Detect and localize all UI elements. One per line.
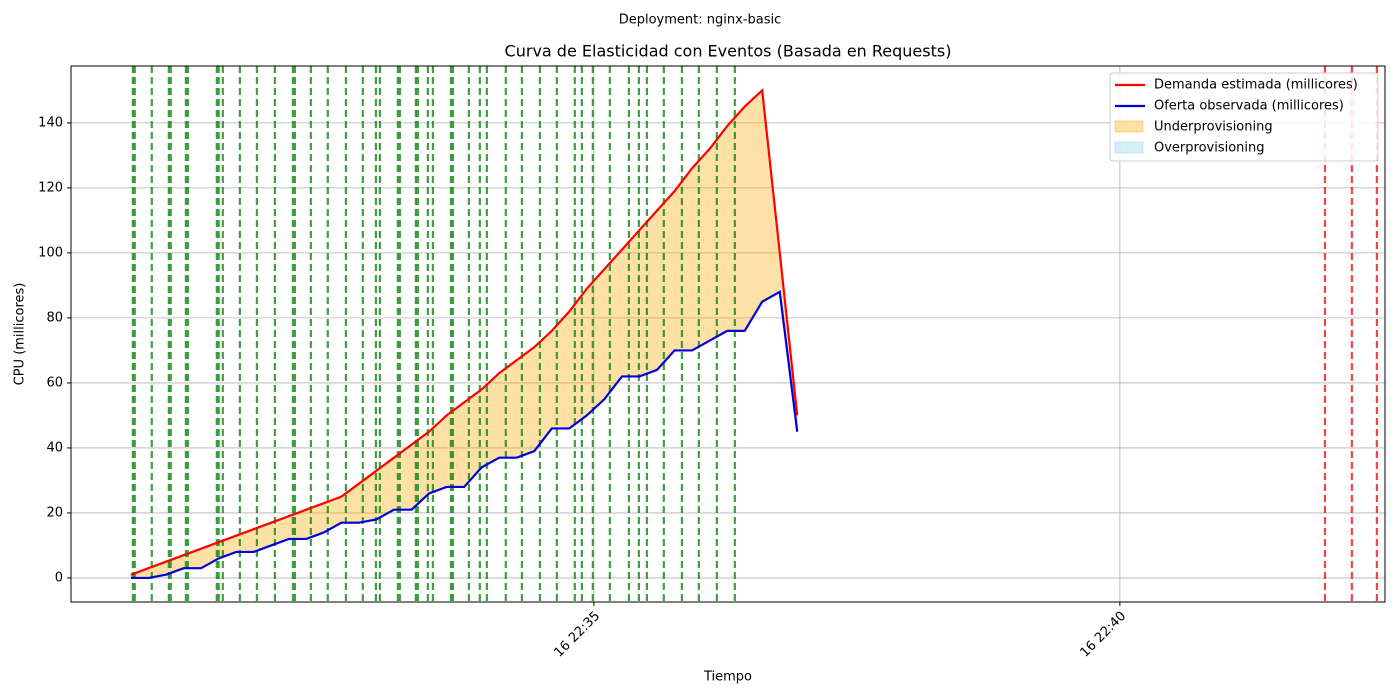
legend-box [1109,72,1379,162]
legend-label: Demanda estimada (millicores) [1154,78,1358,93]
legend-swatch [1114,141,1144,154]
suptitle: Deployment: nginx-basic [619,13,782,28]
legend-swatch [1114,120,1144,133]
x-tick-label: 16 22:35 [551,609,603,661]
y-tick-label: 100 [38,245,63,260]
chart-title: Curva de Elasticidad con Eventos (Basada… [505,42,952,61]
y-tick-label: 60 [46,375,63,390]
y-tick-label: 80 [46,310,63,325]
series-line [130,290,799,580]
y-axis-label: CPU (millicores) [13,283,28,386]
legend-label: Underprovisioning [1154,120,1273,135]
y-tick-label: 140 [38,115,63,130]
series-line [130,88,799,576]
y-tick-label: 0 [55,570,63,585]
y-tick-label: 120 [38,180,63,195]
x-tick-label: 16 22:40 [1077,609,1129,661]
x-axis-label: Tiempo [703,670,752,685]
y-tick-label: 20 [46,505,63,520]
plot-frame [70,65,1386,603]
legend-label: Overprovisioning [1154,141,1265,156]
y-tick-label: 40 [46,440,63,455]
legend-label: Oferta observada (millicores) [1154,99,1344,114]
